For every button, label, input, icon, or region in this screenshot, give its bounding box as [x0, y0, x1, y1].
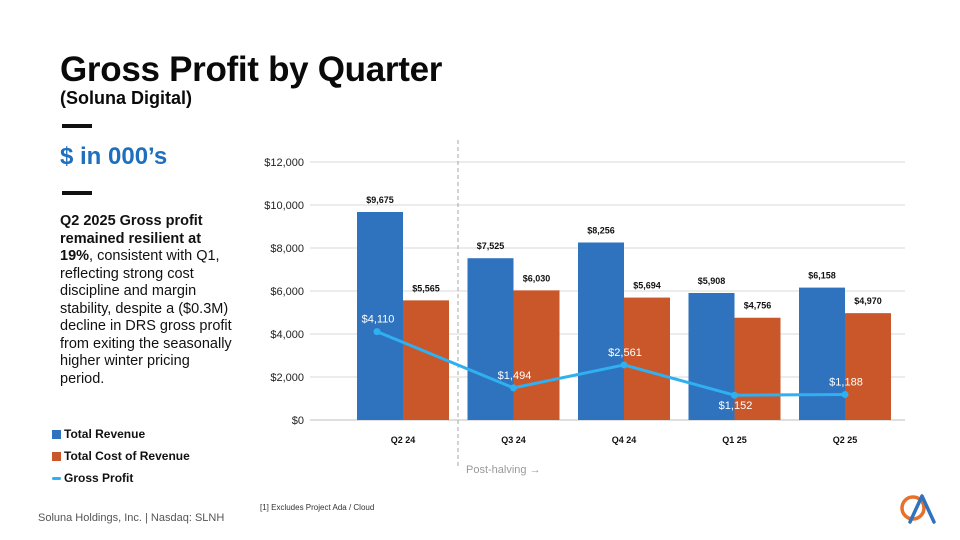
revenue-bar — [688, 292, 735, 420]
gross-profit-label: $1,188 — [829, 376, 863, 388]
cost-bar — [734, 317, 781, 420]
y-tick-label: $8,000 — [270, 243, 304, 255]
y-tick-label: $12,000 — [264, 157, 304, 169]
cost-label: $4,970 — [854, 296, 882, 306]
legend-item-revenue: Total Revenue — [52, 427, 145, 441]
gross-profit-point — [373, 328, 381, 336]
revenue-bar — [799, 287, 845, 420]
y-tick-label: $10,000 — [264, 200, 304, 212]
description-bold: Q2 2025 Gross profit remained resilient … — [60, 213, 203, 264]
y-tick-label: $6,000 — [270, 286, 304, 298]
cost-label: $5,565 — [412, 283, 440, 293]
revenue-label: $8,256 — [587, 225, 615, 235]
revenue-bar — [357, 211, 403, 420]
legend-swatch-cost — [52, 451, 61, 461]
soluna-logo-icon — [900, 494, 936, 524]
cost-bar — [624, 297, 670, 420]
x-tick-label: Q2 25 — [833, 435, 858, 445]
page-subtitle: (Soluna Digital) — [60, 88, 192, 108]
footnote: [1] Excludes Project Ada / Cloud — [260, 503, 375, 512]
divider-top — [62, 124, 92, 128]
gross-profit-label: $1,494 — [498, 370, 532, 382]
y-tick-label: $2,000 — [270, 372, 304, 384]
description: Q2 2025 Gross profit remained resilient … — [60, 213, 238, 388]
cost-label: $5,694 — [633, 281, 661, 291]
description-rest: , consistent with Q1, reflecting strong … — [60, 248, 232, 387]
post-halving-annotation: Post-halving → — [466, 464, 541, 476]
legend-item-cost: Total Cost of Revenue — [52, 449, 190, 463]
gross-profit-point — [510, 384, 517, 392]
y-tick-label: $0 — [292, 415, 304, 427]
revenue-bar — [578, 242, 624, 420]
legend-item-profit: Gross Profit — [52, 471, 133, 485]
gross-profit-point — [731, 391, 738, 399]
y-tick-label: $4,000 — [270, 329, 304, 341]
footer: Soluna Holdings, Inc. | Nasdaq: SLNH — [38, 512, 225, 524]
gross-profit-point — [841, 390, 849, 398]
revenue-label: $7,525 — [477, 241, 505, 251]
revenue-label: $5,908 — [698, 276, 726, 286]
x-tick-label: Q4 24 — [612, 435, 637, 445]
cost-bar — [513, 290, 560, 420]
cost-label: $4,756 — [744, 301, 772, 311]
gross-profit-label: $2,561 — [608, 347, 642, 359]
gross-profit-label: $4,110 — [362, 314, 395, 326]
legend-label-cost: Total Cost of Revenue — [64, 449, 190, 463]
revenue-label: $9,675 — [366, 195, 394, 205]
cost-bar — [403, 300, 449, 420]
x-tick-label: Q1 25 — [722, 435, 747, 445]
x-tick-label: Q2 24 — [391, 435, 416, 445]
revenue-bar — [467, 258, 514, 420]
units-label: $ in 000’s — [60, 143, 168, 170]
revenue-label: $6,158 — [808, 271, 836, 281]
x-tick-label: Q3 24 — [501, 435, 526, 445]
legend-swatch-profit — [52, 476, 61, 480]
page-title: Gross Profit by Quarter — [60, 50, 443, 89]
legend-swatch-revenue — [52, 429, 61, 439]
cost-bar — [845, 313, 891, 420]
gross-profit-label: $1,152 — [719, 400, 753, 412]
legend-label-revenue: Total Revenue — [64, 427, 146, 441]
cost-label: $6,030 — [523, 273, 551, 283]
gross-profit-point — [620, 361, 628, 369]
divider-bottom — [62, 191, 92, 195]
legend-label-profit: Gross Profit — [64, 471, 134, 485]
